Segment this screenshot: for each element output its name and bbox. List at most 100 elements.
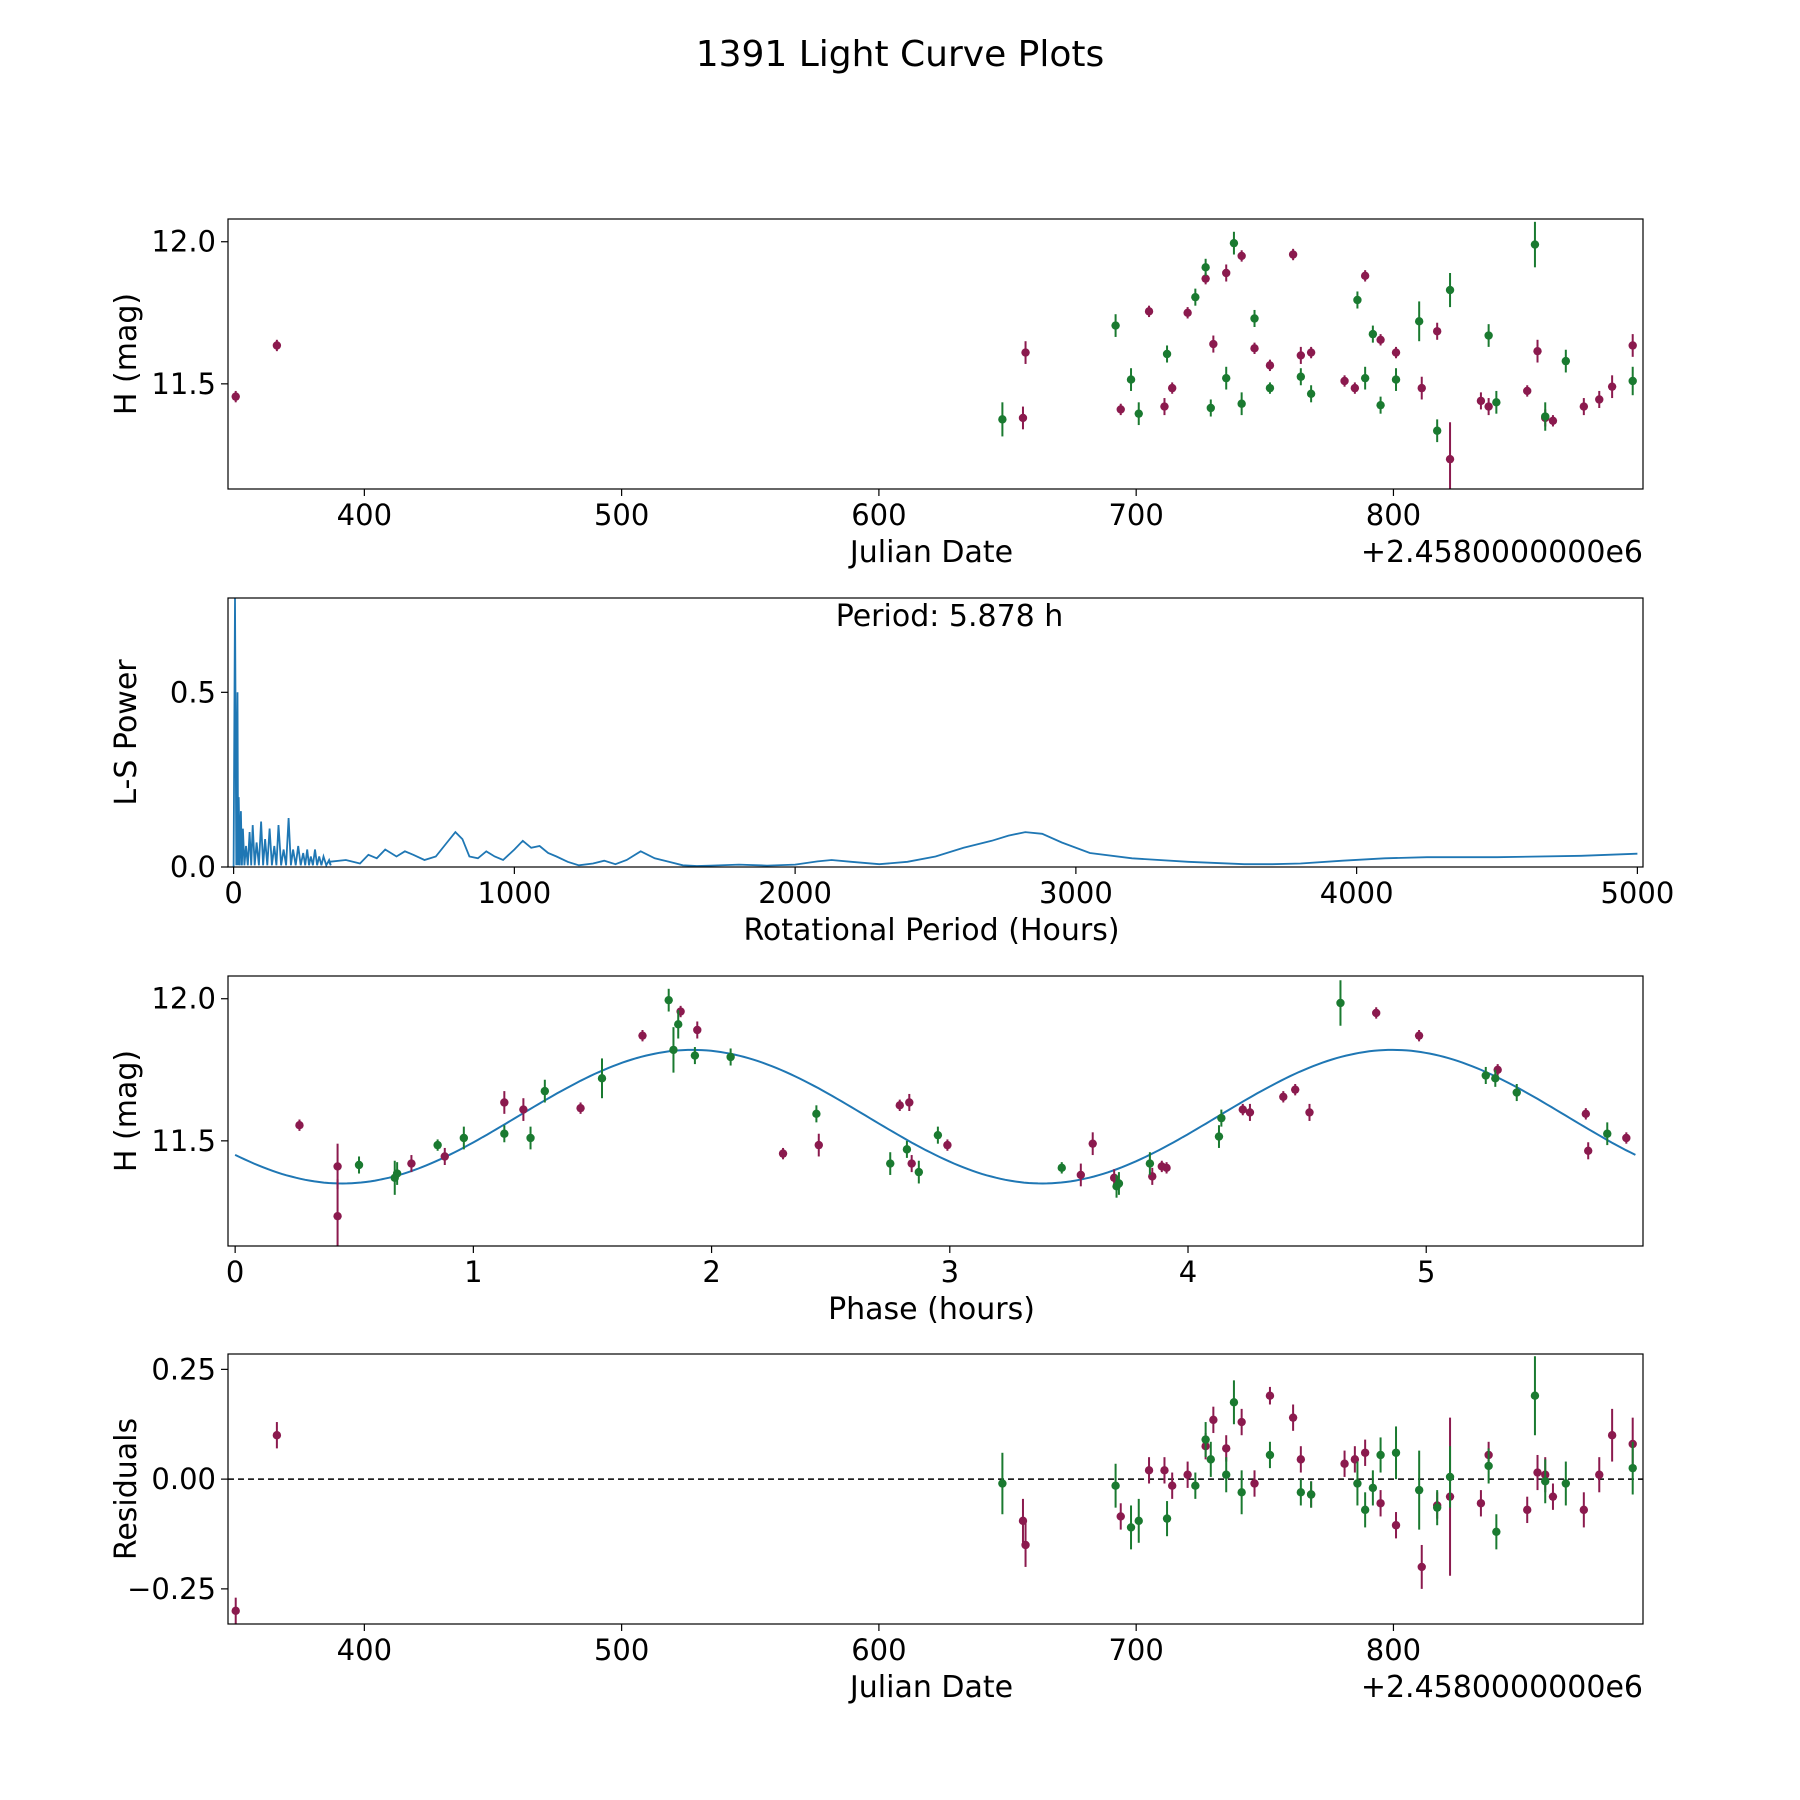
data-point xyxy=(1579,1505,1589,1515)
x-offset-label: +2.4580000000e6 xyxy=(1361,535,1643,570)
data-point xyxy=(1561,1479,1571,1488)
data-point xyxy=(1229,1398,1239,1407)
data-point xyxy=(1167,1481,1177,1490)
x-tick-label: 2000 xyxy=(758,876,832,910)
data-point xyxy=(674,1020,683,1029)
x-tick-label: 1000 xyxy=(477,876,551,910)
x-tick-label: 600 xyxy=(851,498,906,532)
data-point xyxy=(1209,1415,1218,1425)
data-point xyxy=(1541,1477,1550,1486)
y-tick-label: 0.00 xyxy=(151,1462,216,1496)
data-point xyxy=(638,1031,647,1040)
data-point xyxy=(1250,314,1259,323)
y-tick-label: 12.0 xyxy=(151,982,216,1016)
data-point xyxy=(272,1431,282,1440)
data-point xyxy=(1191,1481,1200,1490)
data-point xyxy=(1581,1109,1591,1119)
y-tick-label: 0.25 xyxy=(151,1352,216,1386)
data-point xyxy=(407,1159,416,1168)
data-point xyxy=(998,1479,1007,1488)
data-point xyxy=(933,1130,943,1140)
data-point xyxy=(1368,1483,1378,1493)
x-tick-label: 500 xyxy=(594,498,649,532)
panel-residuals: 400 500 600 700 800 −0.25 0.00 0.25 Julian Date R… xyxy=(109,1352,1644,1705)
data-point xyxy=(1530,240,1540,249)
data-point xyxy=(693,1025,702,1035)
data-point xyxy=(1414,317,1424,326)
x-tick-label: 400 xyxy=(337,1633,392,1667)
data-point xyxy=(333,1162,342,1171)
data-point xyxy=(272,341,282,350)
data-point xyxy=(1595,1470,1604,1479)
data-point xyxy=(1530,1391,1540,1400)
data-point xyxy=(500,1129,509,1138)
axes-frame xyxy=(227,1353,1644,1625)
data-point xyxy=(1116,405,1125,414)
data-point xyxy=(1391,348,1401,357)
data-point xyxy=(1350,1455,1360,1464)
ls-power-line xyxy=(232,598,1638,867)
data-point xyxy=(333,1211,342,1221)
data-point xyxy=(1201,263,1210,272)
x-tick-label: 600 xyxy=(851,1633,906,1667)
data-point xyxy=(1414,1031,1424,1040)
x-tick-label: 0 xyxy=(226,1255,244,1289)
data-point xyxy=(1237,1417,1246,1427)
data-point xyxy=(1340,376,1349,386)
figure-title: 1391 Light Curve Plots xyxy=(696,34,1105,75)
data-layer xyxy=(232,598,1638,867)
data-point xyxy=(1561,356,1571,366)
data-point xyxy=(1360,1505,1370,1515)
data-point xyxy=(1057,1163,1066,1173)
data-point xyxy=(1111,321,1120,330)
data-point xyxy=(1607,382,1617,391)
data-point xyxy=(1229,238,1239,248)
data-point xyxy=(1222,1444,1231,1453)
data-point xyxy=(1296,372,1306,381)
data-point xyxy=(1476,1499,1486,1508)
data-point xyxy=(526,1133,535,1143)
data-point xyxy=(1360,1448,1370,1457)
x-tick-label: 5000 xyxy=(1600,876,1674,910)
data-point xyxy=(1306,348,1316,357)
data-point xyxy=(1222,268,1231,278)
x-tick-label: 4000 xyxy=(1320,876,1394,910)
data-point xyxy=(726,1052,735,1062)
data-point xyxy=(1265,383,1275,393)
data-point xyxy=(1414,1485,1424,1495)
data-point xyxy=(1134,1516,1143,1526)
data-point xyxy=(1162,1514,1172,1523)
data-point xyxy=(1523,386,1532,396)
data-point xyxy=(597,1074,607,1083)
data-point xyxy=(1445,454,1455,464)
data-point xyxy=(895,1101,904,1110)
data-point xyxy=(1484,331,1493,340)
data-point xyxy=(1595,395,1604,404)
data-point xyxy=(1628,376,1637,386)
data-point xyxy=(1114,1179,1124,1188)
data-point xyxy=(1160,1466,1169,1475)
data-point xyxy=(1391,1448,1401,1457)
data-point xyxy=(1376,400,1385,410)
data-point xyxy=(1222,373,1231,383)
data-point xyxy=(1162,349,1172,359)
data-layer xyxy=(234,980,1636,1246)
x-tick-label: 1 xyxy=(464,1255,482,1289)
data-point xyxy=(1548,1492,1558,1501)
x-tick-label: 3000 xyxy=(1039,876,1113,910)
data-point xyxy=(576,1103,585,1113)
data-point xyxy=(1162,1163,1171,1173)
data-point xyxy=(519,1105,528,1114)
x-tick-label: 2 xyxy=(702,1255,720,1289)
data-point xyxy=(392,1169,402,1178)
data-point xyxy=(1484,1461,1493,1471)
y-tick-label: 11.5 xyxy=(151,367,216,401)
data-point xyxy=(1353,1479,1362,1488)
data-point xyxy=(1250,1479,1259,1488)
data-point xyxy=(1265,361,1275,370)
data-point xyxy=(1296,1488,1306,1497)
data-point xyxy=(1376,1499,1385,1508)
data-point xyxy=(500,1098,509,1107)
data-point xyxy=(1144,307,1154,316)
data-point xyxy=(1145,1159,1155,1168)
